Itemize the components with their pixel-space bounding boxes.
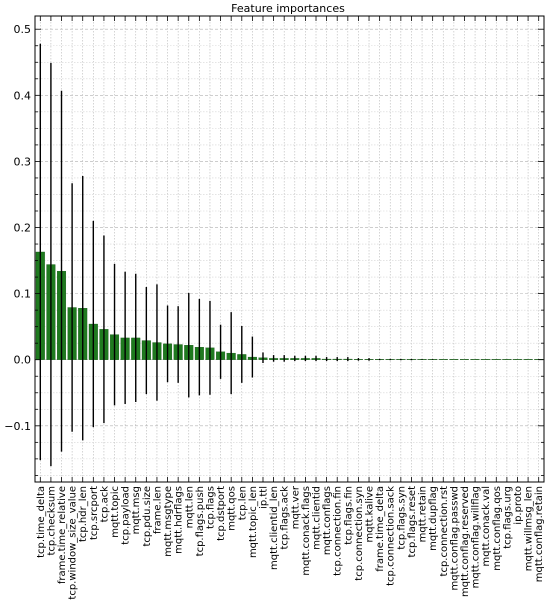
axes-layer — [34, 15, 545, 483]
x-tick-label: mqtt.conflag.qos — [492, 486, 503, 571]
x-tick-label: tcp.dstport — [216, 486, 227, 541]
y-tick-label: 0.5 — [14, 23, 32, 36]
x-tick-label: mqtt.conflag.passwd — [449, 486, 460, 590]
x-tick-label: tcp.pdu.size — [142, 486, 153, 547]
x-tick-label: tcp.window_size_value — [68, 486, 79, 600]
grid-layer — [35, 16, 544, 482]
bars-layer — [35, 251, 544, 360]
x-tick-label: mqtt.conack.flags — [301, 486, 312, 576]
x-tick-label: mqtt.conack.val — [481, 486, 492, 566]
x-tick-label: mqtt.ver — [290, 485, 301, 529]
x-tick-label: tcp.flags.urg — [502, 486, 513, 549]
x-tick-label: mqtt.kalive — [365, 486, 376, 542]
x-tick-label: mqtt.hdrflags — [174, 486, 185, 554]
x-tick-label: mqtt.conflag.retain — [534, 486, 545, 582]
x-tick-label: tcp.payload — [121, 486, 132, 545]
bar — [459, 359, 469, 360]
x-tick-label: tcp.flags.syn — [396, 486, 407, 550]
x-tick-label: tcp.ack — [99, 486, 110, 523]
x-tick-label: frame.time_relative — [57, 486, 68, 584]
x-tick-label: tcp.connection.sack — [386, 486, 397, 586]
x-tick-label: mqtt.willmsg_len — [524, 486, 535, 571]
bar — [470, 359, 480, 360]
plot-frame — [34, 15, 545, 483]
y-tick-label: 0.1 — [14, 288, 32, 301]
x-tick-label: tcp.flags.push — [195, 486, 206, 556]
chart-title: Feature importances — [231, 2, 345, 15]
y-tick-label: 0.2 — [14, 222, 32, 235]
x-tick-label: mqtt.conflags — [322, 486, 333, 555]
errorbars-layer — [39, 43, 434, 467]
x-tick-label: mqtt.dupflag — [428, 486, 439, 551]
bar — [481, 359, 491, 360]
x-tick-label: tcp.connection.rst — [439, 486, 450, 577]
x-tick-label: mqtt.qos — [227, 486, 238, 531]
x-tick-label: tcp.hdr_len — [78, 486, 89, 542]
y-tick-label: 0.3 — [14, 155, 32, 168]
x-tick-label: tcp.checksum — [46, 486, 57, 556]
x-tick-label: mqtt.len — [184, 486, 195, 528]
x-tick-label: tcp.len — [237, 486, 248, 520]
x-tick-label: tcp.flags — [205, 486, 216, 529]
x-tick-label: tcp.flags.ack — [280, 486, 291, 550]
bar — [502, 359, 512, 360]
x-tick-label: tcp.flags.fin — [343, 486, 354, 545]
x-tick-label: frame.time_delta — [375, 486, 386, 572]
bar — [491, 359, 501, 360]
y-tick-label: 0.4 — [14, 89, 32, 102]
x-tick-label: mqtt.topic_len — [248, 486, 259, 558]
x-tick-label: mqtt.clientid — [312, 486, 323, 550]
x-tick-label: mqtt.retain — [418, 486, 429, 542]
bar — [523, 359, 533, 360]
bar — [512, 359, 522, 360]
x-tick-label: mqtt.clientid_len — [269, 486, 280, 570]
x-tick-label: frame.len — [152, 486, 163, 534]
y-tick-label: −0.1 — [4, 420, 31, 433]
x-tick-label: tcp.connection.syn — [354, 486, 365, 581]
x-tick-label: mqtt.msg — [131, 486, 142, 534]
bar — [438, 359, 448, 360]
y-tick-labels: −0.1 0.0 0.1 0.2 0.3 0.4 0.5 — [4, 23, 31, 433]
y-tick-label: 0.0 — [14, 354, 32, 367]
x-tick-label: mqtt.topic — [110, 486, 121, 538]
x-tick-label: ip.proto — [513, 486, 524, 525]
x-tick-label: tcp.connection.fin — [333, 486, 344, 576]
x-tick-label: tcp.srcport — [89, 486, 100, 540]
x-tick-label: tcp.flags.reset — [407, 486, 418, 558]
x-tick-label: mqtt.conflag.reserved — [460, 486, 471, 597]
x-tick-labels: tcp.time_delta tcp.checksum frame.time_rel… — [36, 485, 545, 599]
bar — [449, 359, 459, 360]
x-tick-label: ip.ttl — [258, 486, 269, 509]
x-tick-label: mqtt.conflag.willflag — [471, 486, 482, 588]
x-tick-label: tcp.time_delta — [36, 486, 47, 558]
x-tick-label: mqtt.msgtype — [163, 486, 174, 557]
